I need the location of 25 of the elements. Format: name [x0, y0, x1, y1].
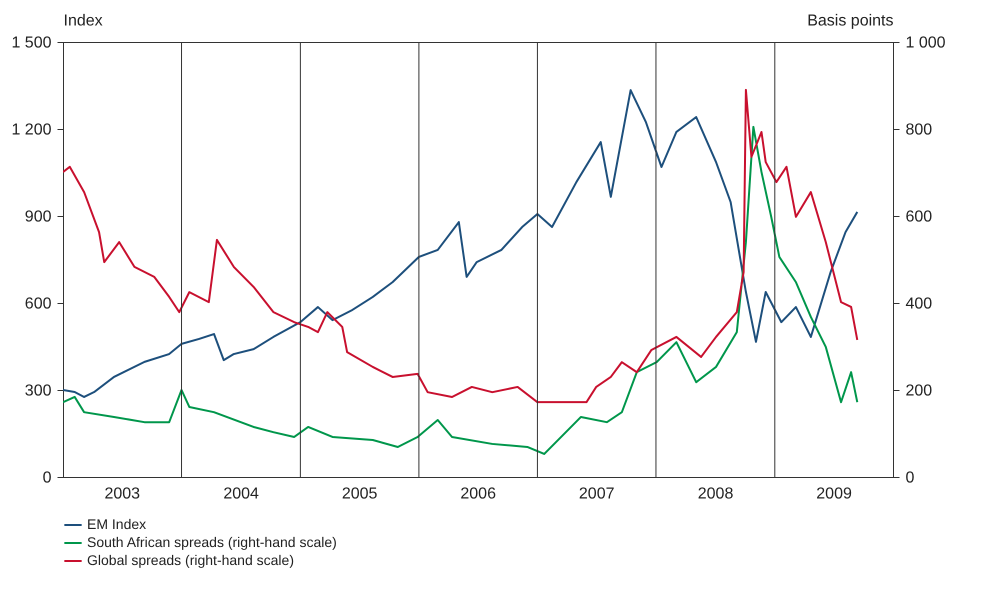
- legend-label: South African spreads (right-hand scale): [87, 534, 337, 550]
- y-axis-title: Index: [64, 12, 103, 30]
- y-tick-label: 0: [42, 470, 52, 486]
- y2-tick-label: 800: [906, 122, 932, 138]
- x-tick-label: 2005: [342, 486, 378, 502]
- x-tick-label: 2009: [816, 486, 852, 502]
- x-tick-label: 2003: [104, 486, 140, 502]
- x-tick-label: 2007: [578, 486, 615, 502]
- x-tick-label: 2006: [460, 486, 496, 502]
- legend-label: Global spreads (right-hand scale): [87, 552, 294, 568]
- x-tick-label: 2008: [698, 486, 734, 502]
- y2-tick-label: 600: [906, 208, 932, 226]
- y-tick-label: 300: [24, 382, 52, 400]
- y2-tick-label: 200: [906, 382, 932, 400]
- y2-tick-label: 1 000: [906, 34, 946, 52]
- y-tick-label: 1 500: [11, 34, 52, 52]
- y2-axis-title: Basis points: [807, 12, 894, 30]
- y-tick-label: 600: [24, 296, 52, 312]
- y-tick-label: 1 200: [11, 122, 52, 138]
- x-tick-label: 2004: [223, 486, 260, 502]
- y2-tick-label: 400: [906, 296, 932, 312]
- legend-label: EM Index: [87, 516, 146, 532]
- y-tick-label: 900: [24, 208, 52, 226]
- line-series: [63, 126, 858, 455]
- y2-tick-label: 0: [906, 470, 914, 486]
